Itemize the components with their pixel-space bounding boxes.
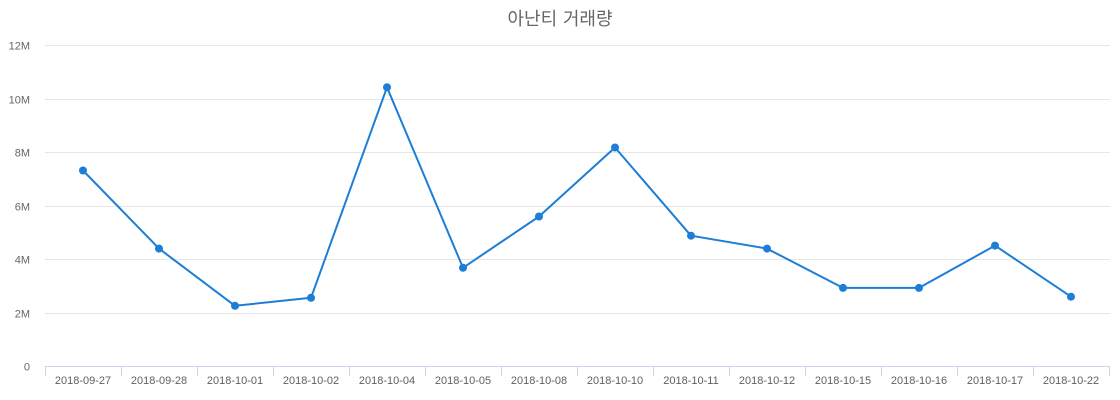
- series-line: [82, 86, 1072, 307]
- x-tick-label: 2018-10-16: [891, 375, 947, 387]
- data-point-marker[interactable]: [459, 263, 467, 272]
- data-point-marker[interactable]: [839, 283, 847, 292]
- x-tick-label: 2018-10-12: [739, 375, 795, 387]
- data-series: [79, 83, 1075, 310]
- x-tick-label: 2018-09-28: [131, 375, 187, 387]
- data-point-marker[interactable]: [383, 83, 391, 92]
- data-point-marker[interactable]: [611, 143, 619, 152]
- x-tick-label: 2018-10-02: [283, 375, 339, 387]
- x-tick-label: 2018-10-01: [207, 375, 263, 387]
- x-tick-label: 2018-10-22: [1043, 375, 1099, 387]
- gridlines: [45, 45, 1110, 314]
- x-axis: 2018-09-27 2018-09-28 2018-10-01 2018-10-02…: [45, 366, 1110, 387]
- data-point-marker[interactable]: [1067, 292, 1075, 301]
- y-axis: 0 2M 4M 6M 8M 10M 12M: [9, 41, 30, 374]
- data-point-marker[interactable]: [687, 231, 695, 240]
- data-point-marker[interactable]: [991, 241, 999, 250]
- x-tick-label: 2018-10-15: [815, 375, 871, 387]
- y-tick-label: 8M: [15, 148, 30, 160]
- data-point-marker[interactable]: [915, 283, 923, 292]
- x-tick-label: 2018-09-27: [55, 375, 111, 387]
- y-tick-label: 0: [24, 362, 30, 374]
- data-point-marker[interactable]: [763, 244, 771, 253]
- data-point-marker[interactable]: [79, 166, 87, 175]
- data-point-marker[interactable]: [155, 244, 163, 253]
- data-point-marker[interactable]: [307, 293, 315, 302]
- data-point-marker[interactable]: [231, 301, 239, 310]
- y-tick-label: 10M: [9, 95, 30, 107]
- x-tick-label: 2018-10-11: [663, 375, 718, 387]
- y-tick-label: 4M: [15, 255, 30, 267]
- y-tick-label: 6M: [15, 202, 30, 214]
- y-tick-label: 12M: [9, 41, 30, 53]
- x-tick-label: 2018-10-08: [511, 375, 567, 387]
- chart-title: 아난티 거래량: [507, 9, 613, 30]
- x-tick-label: 2018-10-04: [359, 375, 415, 387]
- x-tick-label: 2018-10-17: [967, 375, 1023, 387]
- y-tick-label: 2M: [15, 309, 30, 321]
- data-point-marker[interactable]: [535, 212, 543, 221]
- x-tick-label: 2018-10-10: [587, 375, 643, 387]
- x-tick-label: 2018-10-05: [435, 375, 491, 387]
